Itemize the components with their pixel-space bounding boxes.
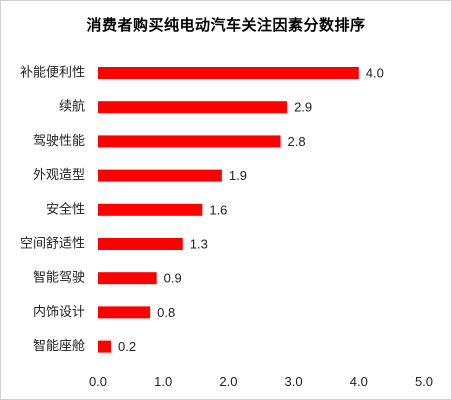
data-label: 2.8 (288, 134, 306, 149)
data-label: 1.9 (229, 168, 247, 183)
x-tick-label: 4.0 (350, 374, 368, 389)
bar (98, 101, 288, 114)
category-label: 智能驾驶 (33, 271, 85, 286)
x-tick-label: 5.0 (415, 374, 433, 389)
category-label: 驾驶性能 (33, 134, 85, 149)
bar (98, 203, 203, 216)
category-label: 智能座舱 (33, 339, 85, 354)
x-tick-label: 1.0 (154, 374, 172, 389)
bar (98, 169, 222, 182)
x-tick-label: 3.0 (285, 374, 303, 389)
bar (98, 306, 151, 319)
category-label: 续航 (59, 99, 85, 115)
category-label: 空间舒适性 (20, 237, 85, 252)
category-label: 外观造型 (33, 168, 85, 183)
value-labels: 4.0 2.9 2.8 1.9 1.6 1.3 0.9 0.8 0.2 (118, 66, 384, 355)
data-label: 4.0 (366, 66, 384, 81)
chart-title: 消费者购买纯电动汽车关注因素分数排序 (86, 16, 366, 34)
bar (98, 135, 281, 148)
data-label: 0.9 (164, 271, 182, 286)
x-tick-label: 0.0 (89, 374, 107, 389)
bar (98, 67, 359, 79)
data-label: 0.8 (157, 305, 175, 320)
category-label: 安全性 (46, 201, 85, 217)
data-label: 2.9 (294, 100, 312, 115)
x-axis-ticks: 0.0 1.0 2.0 3.0 4.0 5.0 (89, 374, 433, 389)
data-label: 0.2 (118, 339, 136, 354)
x-tick-label: 2.0 (219, 374, 237, 389)
category-label: 补能便利性 (20, 66, 85, 81)
data-label: 1.3 (190, 237, 208, 252)
bars-layer (98, 67, 359, 353)
bar (98, 272, 157, 285)
category-label: 内饰设计 (33, 304, 85, 320)
data-label: 1.6 (209, 202, 227, 217)
bar (98, 340, 112, 353)
bar (98, 238, 183, 250)
